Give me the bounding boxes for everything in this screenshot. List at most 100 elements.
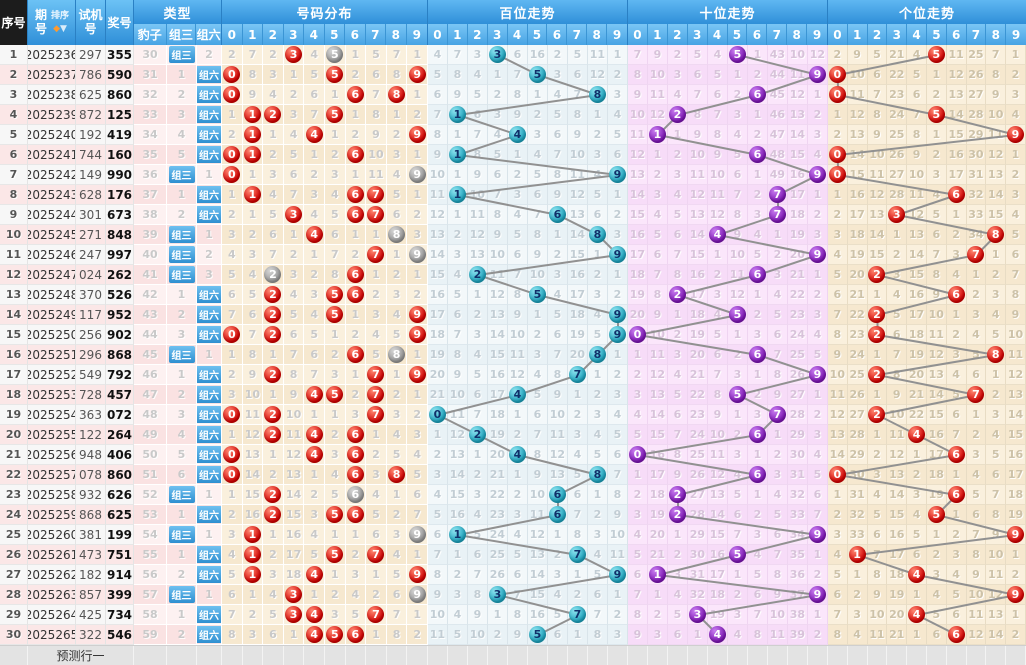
tens-cell: 15 [687, 245, 708, 265]
tens-cell: 9 [807, 585, 828, 605]
table-row: 192025254363072483组六01121011373201171816… [0, 405, 1026, 425]
tens-cell: 18 [627, 265, 648, 285]
hundreds-cell: 1 [567, 625, 588, 645]
tens-cell: 11 [647, 345, 668, 365]
hundreds-miss-value: 5 [593, 328, 602, 341]
hundreds-miss-value: 5 [593, 188, 602, 201]
ones-cell: 14 [926, 385, 947, 405]
dist-miss-value: 1 [248, 168, 257, 181]
hundreds-miss-value: 1 [513, 468, 522, 481]
group3-type-label: 组三 [168, 586, 195, 603]
ones-miss-value: 4 [892, 288, 901, 301]
ones-miss-value: 28 [849, 428, 865, 441]
dist-miss-value: 1 [351, 528, 360, 541]
ones-cell: 3 [926, 165, 947, 185]
group6-type-label: 组六 [197, 146, 221, 163]
group6-miss-value: 1 [205, 488, 213, 501]
hundreds-cell: 2 [447, 225, 468, 245]
dist-miss-value: 4 [310, 48, 318, 61]
dist-cell: 1 [242, 205, 264, 225]
ones-digit-cell: 9 [1011, 27, 1021, 42]
dist-cell: 6 [407, 485, 428, 505]
ones-cell: 2 [827, 125, 848, 145]
tens-miss-value: 3 [753, 208, 762, 221]
dist-cell: 2 [222, 125, 243, 145]
tens-miss-value: 7 [633, 588, 642, 601]
tens-cell: 3 [667, 165, 688, 185]
dist-miss-value: 1 [269, 128, 277, 141]
ones-cell: 24 [887, 105, 908, 125]
sort-control[interactable]: 排序 ◆▼ [51, 11, 69, 34]
hundreds-cell: 1 [507, 145, 528, 165]
tens-miss-value: 1 [753, 368, 762, 381]
group6-type-label: 组六 [197, 286, 221, 303]
tens-miss-value: 20 [649, 528, 666, 541]
dist-miss-value: 8 [248, 348, 257, 361]
ones-ball: 9 [1007, 526, 1024, 543]
tens-miss-value: 6 [693, 68, 702, 81]
tens-cell: 29 [787, 425, 808, 445]
tens-cell: 2 [667, 545, 688, 565]
dist-cell: 1 [407, 185, 428, 205]
tens-miss-value: 37 [789, 588, 806, 601]
tens-cell: 8 [627, 605, 648, 625]
hundreds-cell: 2 [467, 305, 488, 325]
hundreds-miss-value: 9 [513, 628, 522, 641]
ones-miss-value: 2 [952, 528, 960, 541]
ones-miss-value: 5 [932, 608, 941, 621]
dist-cell: 2 [366, 285, 387, 305]
tens-cell: 2 [667, 105, 688, 125]
sort-desc-icon[interactable]: ▼ [59, 23, 67, 34]
win-digit-ball: 6 [346, 426, 364, 443]
ones-miss-value: 3 [952, 248, 960, 261]
leopard-miss-cell: 51 [134, 465, 167, 485]
tens-miss-value: 2 [633, 488, 642, 501]
sort-asc-icon[interactable]: ◆ [53, 23, 60, 34]
hundreds-cell: 10 [487, 245, 508, 265]
dist-miss-value: 1 [330, 408, 339, 421]
tens-group-title: 十位走势 [628, 0, 827, 24]
tens-miss-value: 12 [809, 48, 826, 61]
hundreds-cell: 17 [487, 385, 508, 405]
ones-miss-value: 26 [889, 148, 905, 161]
tens-cell: 25 [687, 445, 708, 465]
tens-cell: 2 [627, 485, 648, 505]
hundreds-cell: 8 [607, 485, 628, 505]
hundreds-cell: 9 [467, 165, 488, 185]
dist-digit-cell: 4 [304, 24, 325, 45]
tens-miss-value: 4 [673, 88, 682, 101]
dist-miss-value: 7 [413, 508, 421, 521]
ones-cell: 6 [867, 65, 888, 85]
period-value: 2025264 [28, 607, 76, 622]
ones-cell: 12 [887, 445, 908, 465]
hundreds-cell: 4 [447, 265, 468, 285]
ones-miss-value: 23 [849, 328, 865, 341]
hundreds-cell: 2 [507, 485, 528, 505]
win-digit-ball: 5 [326, 286, 344, 303]
dist-cell: 3 [407, 425, 428, 445]
test-number-cell: 322 [76, 625, 106, 645]
dist-cell: 2 [263, 285, 284, 305]
tens-cell: 34 [787, 525, 808, 545]
tens-cell: 7 [647, 265, 668, 285]
hundreds-ball: 2 [468, 266, 486, 283]
hundreds-cell: 5 [507, 225, 528, 245]
dist-miss-value: 2 [351, 248, 360, 261]
tens-cell: 6 [747, 425, 768, 445]
dist-miss-value: 1 [227, 108, 236, 121]
hundreds-miss-value: 24 [489, 528, 506, 541]
dist-cell: 4 [304, 45, 325, 65]
ones-cell: 11 [887, 425, 908, 445]
tens-miss-value: 5 [813, 348, 822, 361]
repeat-digit-ball: 8 [388, 346, 406, 363]
dist-miss-value: 6 [227, 588, 236, 601]
hundreds-miss-value: 4 [473, 68, 482, 81]
hundreds-miss-value: 5 [553, 608, 562, 621]
hundreds-miss-value: 8 [433, 568, 442, 581]
win-digit-ball: 5 [326, 306, 344, 323]
ones-cell: 19 [907, 345, 927, 365]
tens-cell: 32 [787, 485, 808, 505]
dist-cell: 5 [242, 285, 264, 305]
tens-cell: 36 [787, 565, 808, 585]
